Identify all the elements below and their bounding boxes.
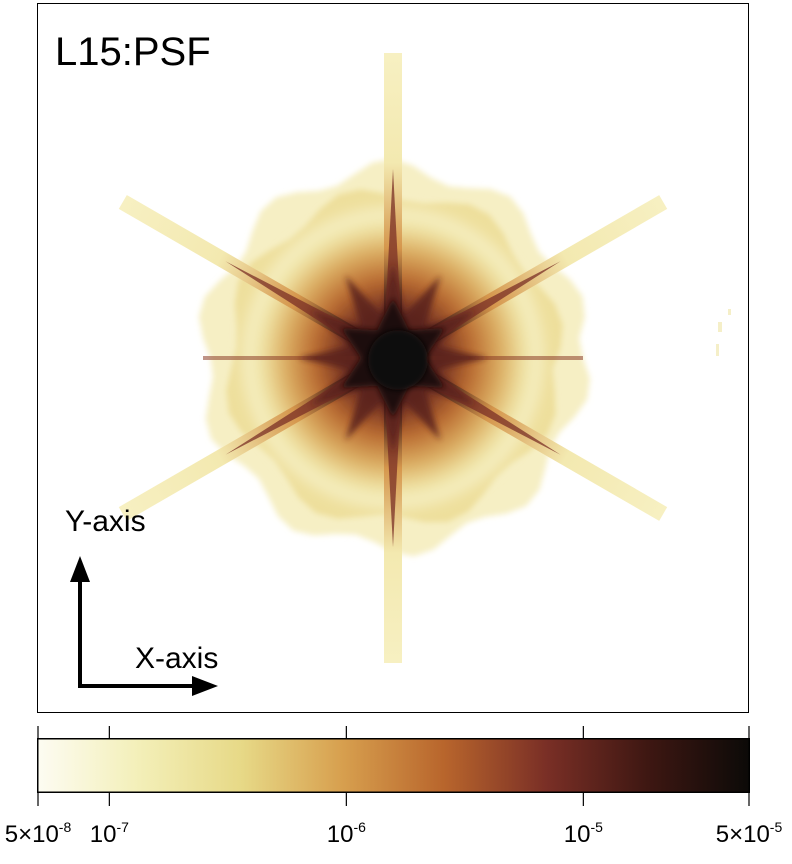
colorbar-tick-label: 5×10-5 (715, 819, 783, 848)
colorbar-graphic (37, 726, 750, 806)
psf-image-panel: L15:PSF Y-axis X-axis (37, 3, 749, 713)
colorbar-border (37, 738, 750, 793)
y-arrow-head (70, 556, 90, 582)
psf-core (368, 330, 428, 390)
psf-star (118, 53, 731, 663)
speckle (728, 309, 731, 315)
x-axis-arrow-label: X-axis (135, 642, 219, 675)
x-arrow-head (192, 676, 218, 696)
speckle (716, 344, 719, 356)
orientation-arrows (70, 556, 218, 696)
colorbar-tick-label: 10-7 (89, 819, 129, 848)
colorbar-tick-label: 10-5 (563, 819, 603, 848)
colorbar-tick-label: 10-6 (326, 819, 366, 848)
y-axis-arrow-label: Y-axis (65, 505, 146, 538)
speckle (718, 322, 722, 332)
colorbar-tick-label: 5×10-8 (4, 819, 72, 848)
colorbar-ticks (37, 726, 750, 806)
colorbar-gradient (38, 739, 749, 792)
panel-title: L15:PSF (55, 30, 211, 74)
psf-heatmap (118, 53, 731, 663)
